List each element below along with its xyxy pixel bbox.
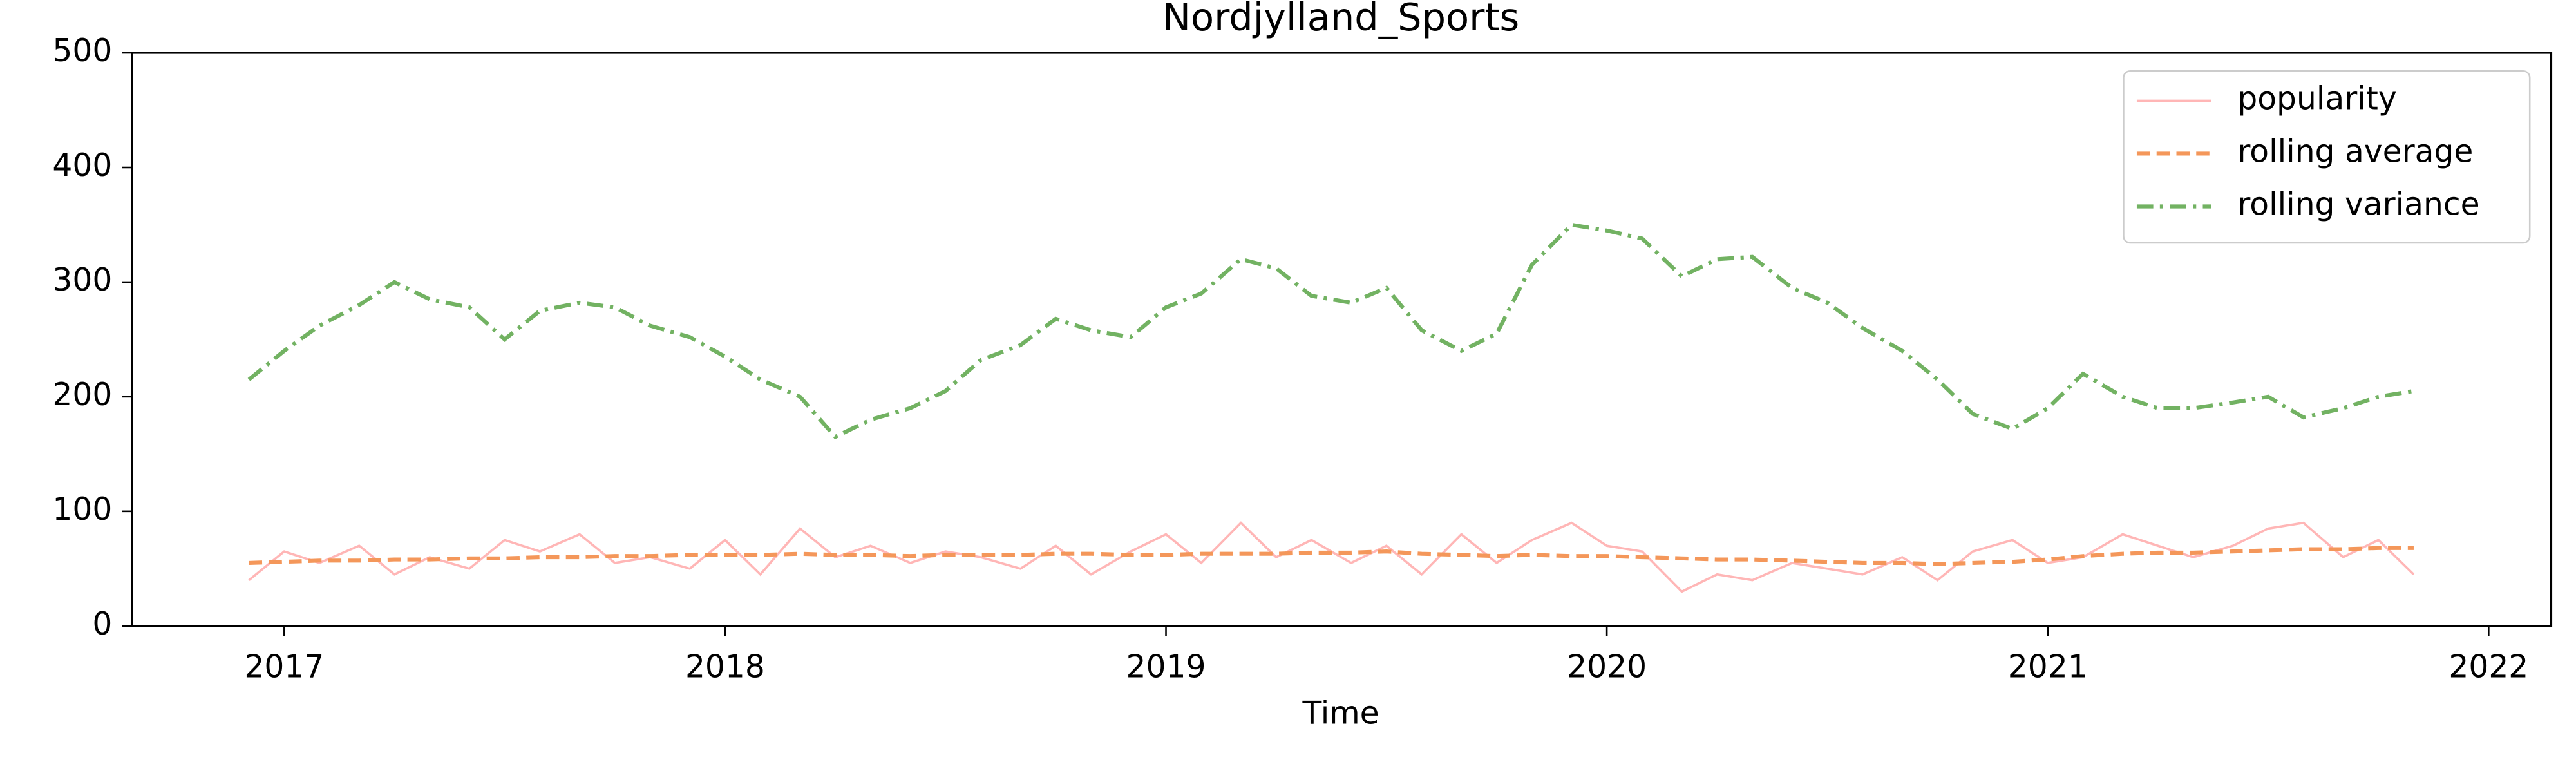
legend-box [2123,70,2531,244]
series-line [249,546,2414,566]
plot-frame [131,52,2553,627]
x-tick-label: 2019 [1126,649,1206,685]
legend-label: popularity [2237,81,2396,117]
legend-label: rolling average [2237,133,2473,169]
x-tick-label: 2017 [244,649,324,685]
x-axis-label: Time [1302,695,1379,731]
x-tick-label: 2021 [2008,649,2088,685]
y-tick-label: 100 [52,491,112,528]
y-tick-label: 400 [52,148,112,184]
x-tick-label: 2020 [1567,649,1647,685]
y-tick-label: 200 [52,377,112,413]
x-tick-label: 2018 [685,649,765,685]
y-tick-label: 0 [92,606,112,642]
y-tick-label: 300 [52,262,112,298]
chart-title: Nordjylland_Sports [1162,0,1519,39]
legend-label: rolling variance [2237,187,2479,223]
series-line [247,222,2414,439]
y-tick-label: 500 [52,33,112,69]
x-tick-label: 2022 [2448,649,2528,685]
